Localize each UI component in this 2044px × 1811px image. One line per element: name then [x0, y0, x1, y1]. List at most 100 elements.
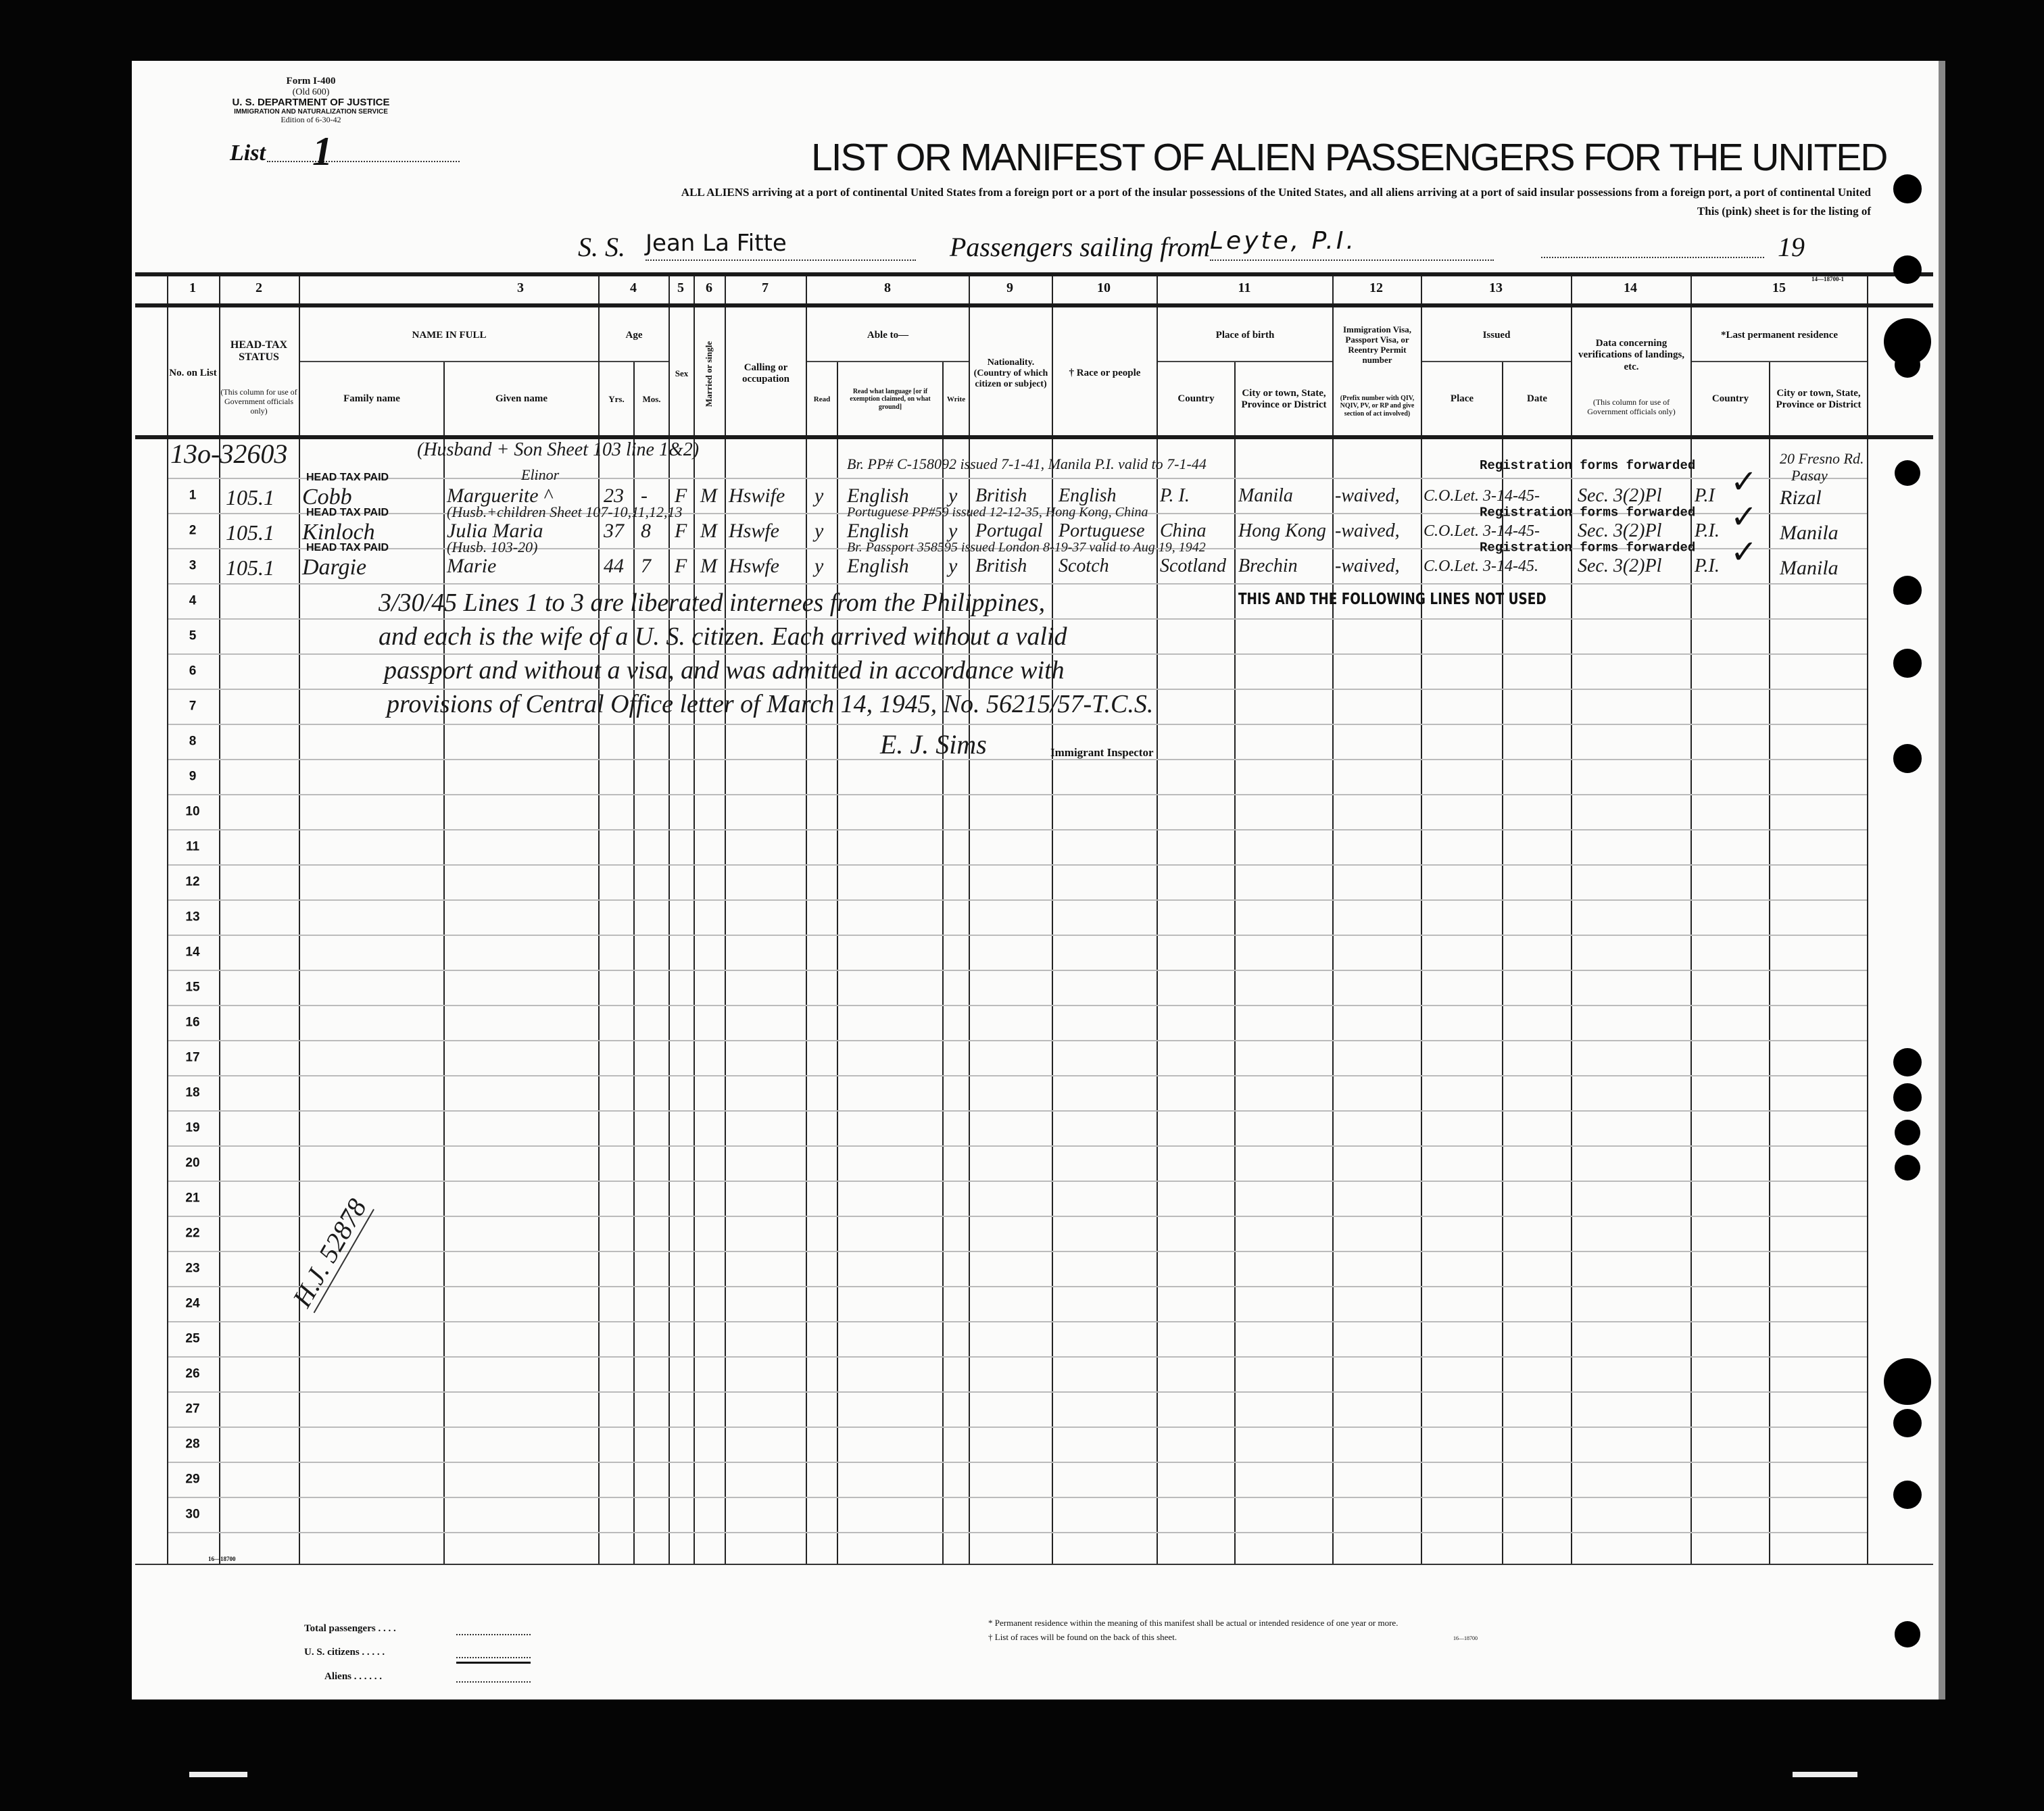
column-divider	[1571, 274, 1572, 1564]
corner-code: 14—18700-1	[1811, 276, 1844, 282]
verification-data: Sec. 3(2)Pl	[1578, 555, 1662, 576]
column-divider	[725, 274, 726, 1564]
head-tax-value: 105.1	[226, 520, 274, 545]
column-divider	[1421, 274, 1422, 1564]
punch-hole	[1894, 1119, 1921, 1146]
passport-note: Br. PP# C-158092 issued 7-1-41, Manila P…	[847, 455, 1207, 472]
can-read: y	[814, 555, 824, 577]
birth-country: Scotland	[1160, 555, 1226, 576]
column-number: 10	[1097, 280, 1111, 295]
column-divider	[219, 274, 220, 1564]
line-number: 23	[185, 1261, 200, 1276]
residence-country: P.I	[1695, 485, 1715, 506]
line-number: 27	[185, 1401, 200, 1416]
column-number: 1	[189, 280, 196, 295]
header-rule	[135, 272, 1933, 276]
column-divider	[598, 274, 600, 1564]
marital-status: M	[700, 485, 717, 507]
aliens-field	[456, 1681, 531, 1683]
row-rule	[168, 548, 1867, 549]
footer-code: 16—18700	[1453, 1635, 1478, 1641]
form-old-number: (Old 600)	[292, 86, 330, 97]
line-number: 14	[185, 945, 200, 960]
row-rule	[168, 1321, 1867, 1322]
column-divider	[1690, 274, 1692, 1564]
line-number: 25	[185, 1331, 200, 1346]
age-months: 7	[641, 555, 651, 577]
residence-country: P.I.	[1695, 555, 1720, 576]
line-number: 15	[185, 980, 200, 995]
name-note: (Husb. 103-20)	[447, 539, 538, 555]
line-number: 18	[185, 1085, 200, 1100]
verification-data: Sec. 3(2)Pl	[1578, 485, 1662, 506]
column-number: 5	[677, 280, 684, 295]
list-field-line	[267, 161, 460, 162]
row-rule	[168, 1216, 1867, 1217]
form-number: Form I-400	[286, 76, 336, 86]
header-birth-city: City or town, State, Province or Distric…	[1241, 387, 1327, 410]
header-data-concerning: Data concerning verifications of landing…	[1578, 338, 1685, 372]
note-line-1: 3/30/45 Lines 1 to 3 are liberated inter…	[379, 589, 1046, 617]
race: English	[1058, 485, 1117, 506]
header-split-rule	[1692, 361, 1867, 362]
head-tax-value: 105.1	[226, 485, 274, 510]
column-divider	[1769, 361, 1770, 1564]
punch-hole	[1893, 649, 1922, 678]
race: Portuguese	[1058, 520, 1145, 541]
checkmark-icon: ✓	[1730, 498, 1758, 536]
table-code: 16—18700	[208, 1556, 236, 1562]
line-number: 12	[185, 874, 200, 889]
birth-country: P. I.	[1160, 485, 1190, 506]
header-age-yrs: Yrs.	[608, 393, 625, 404]
us-citizens-field	[456, 1657, 531, 1658]
punch-hole	[1893, 174, 1922, 203]
name-note: (Husb.+children Sheet 107-10,11,12,13	[447, 503, 683, 520]
residence-country: P.I.	[1695, 520, 1720, 541]
row-rule	[168, 1532, 1867, 1533]
line-number: 29	[185, 1472, 200, 1487]
column-number: 7	[762, 280, 769, 295]
passport-note: Portuguese PP#59 issued 12-12-35, Hong K…	[847, 505, 1148, 520]
department: U. S. DEPARTMENT OF JUSTICE	[232, 96, 390, 108]
header-birth-country: Country	[1177, 393, 1215, 405]
residence-city: Rizal	[1780, 487, 1822, 509]
row-rule	[168, 1145, 1867, 1147]
header-given-name: Given name	[495, 393, 548, 405]
list-label: List	[230, 141, 266, 166]
given-name-above: Elinor	[521, 466, 560, 483]
us-citizens-label: U. S. citizens . . . . .	[304, 1647, 385, 1658]
column-number-rule	[135, 303, 1933, 307]
column-number: 2	[256, 280, 262, 295]
manifest-sheet	[132, 61, 1940, 1700]
checkmark-icon: ✓	[1730, 463, 1758, 501]
list-value: 1	[312, 129, 333, 174]
row-rule	[168, 1356, 1867, 1358]
header-split-rule	[300, 361, 598, 362]
row-rule	[168, 653, 1867, 655]
header-last-residence: *Last permanent residence	[1720, 330, 1839, 341]
footnote-residence: * Permanent residence within the meaning…	[988, 1618, 1398, 1628]
row-rule	[168, 1075, 1867, 1076]
column-divider	[299, 274, 300, 1564]
line-number: 20	[185, 1156, 200, 1170]
row-rule	[168, 899, 1867, 901]
head-tax-value: 105.1	[226, 555, 274, 580]
passport-note: Br. Passport 358595 issued London 8-19-3…	[847, 540, 1206, 555]
header-head-tax: HEAD-TAX STATUS	[230, 339, 288, 363]
row-rule	[168, 829, 1867, 830]
sex: F	[675, 520, 687, 542]
row-rule	[168, 935, 1867, 936]
row-rule	[168, 1497, 1867, 1498]
line-number: 9	[189, 769, 197, 784]
header-split-rule	[600, 361, 668, 362]
birth-city: Brechin	[1238, 555, 1298, 576]
header-write: Write	[946, 395, 966, 403]
column-number: 14	[1624, 280, 1637, 295]
row-rule	[168, 970, 1867, 971]
line-number: 10	[185, 804, 200, 819]
line-number: 1	[189, 488, 197, 503]
age-years: 44	[604, 555, 624, 577]
page-title: LIST OR MANIFEST OF ALIEN PASSENGERS FOR…	[811, 136, 1888, 179]
sailing-label: Passengers sailing from	[950, 232, 1211, 262]
header-read: Read	[813, 395, 831, 403]
